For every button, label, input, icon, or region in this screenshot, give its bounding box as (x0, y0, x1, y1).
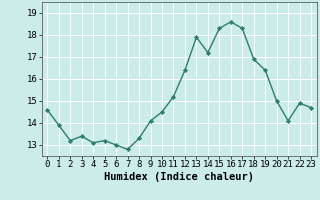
X-axis label: Humidex (Indice chaleur): Humidex (Indice chaleur) (104, 172, 254, 182)
